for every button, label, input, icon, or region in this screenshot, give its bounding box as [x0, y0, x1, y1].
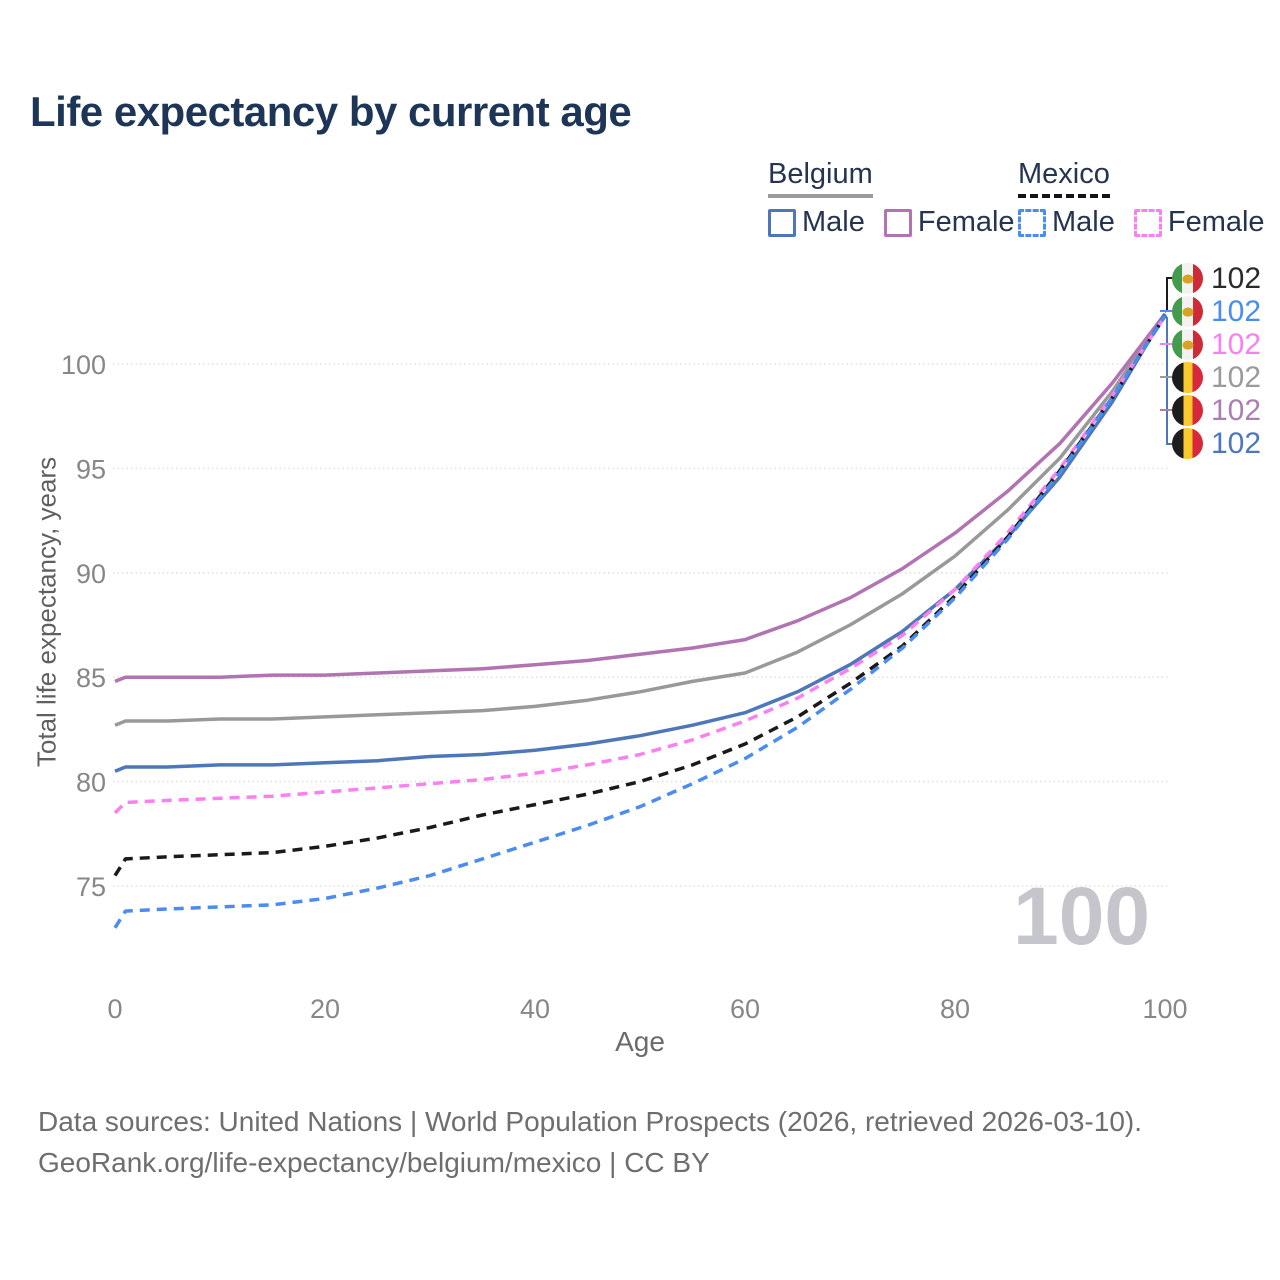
checkbox-belgium-male-icon[interactable] [768, 208, 796, 237]
footer-attribution: GeoRank.org/life-expectancy/belgium/mexi… [38, 1147, 710, 1178]
legend-label-belgium-female: Female [917, 206, 1015, 238]
belgium-flag-icon [1172, 395, 1203, 426]
x-axis-title: Age [615, 1026, 665, 1057]
checkbox-belgium-female-icon[interactable] [883, 208, 912, 237]
mexico-flag-icon [1172, 263, 1203, 294]
checkbox-mexico-female-icon[interactable] [1133, 208, 1162, 237]
end-label-value: 102 [1211, 295, 1262, 328]
x-tick-label: 40 [520, 994, 550, 1024]
belgium-flag-icon [1172, 362, 1203, 393]
x-tick-label: 80 [940, 994, 970, 1024]
legend-row-belgium: Male Female [768, 206, 1015, 239]
x-tick-label: 100 [1142, 994, 1187, 1024]
legend-item-belgium-female[interactable]: Female [883, 206, 1015, 239]
legend-header-mexico: Mexico [1018, 158, 1110, 198]
legend-label-belgium-male: Male [802, 206, 865, 238]
x-tick-label: 0 [107, 994, 122, 1024]
mexico-flag-icon [1172, 296, 1203, 327]
age-watermark: 100 [1013, 871, 1150, 962]
checkbox-mexico-male-icon[interactable] [1018, 208, 1046, 237]
legend-header-belgium: Belgium [768, 158, 873, 198]
line-belgium-total [114, 312, 1167, 727]
end-label-row: 102 [1172, 394, 1261, 427]
end-label-value: 102 [1211, 328, 1262, 361]
line-mexico-male [113, 315, 1167, 929]
page-title: Life expectancy by current age [30, 88, 632, 135]
end-label-value: 102 [1211, 427, 1262, 460]
line-mexico-total [113, 315, 1167, 877]
legend-row-mexico: Male Female [1018, 206, 1265, 239]
end-label-row: 102 [1172, 361, 1261, 394]
legend-label-mexico-male: Male [1052, 206, 1115, 238]
legend-group-belgium: Belgium Male Female [768, 158, 1015, 239]
legend-label-mexico-female: Female [1167, 206, 1265, 238]
callout-connector-belgium [1164, 314, 1174, 445]
line-mexico-female [113, 315, 1167, 815]
legend-item-mexico-female[interactable]: Female [1133, 206, 1265, 239]
end-label-row: 102 [1172, 262, 1261, 295]
line-belgium-female [114, 312, 1167, 684]
end-label-value: 102 [1211, 262, 1262, 295]
y-tick-label: 85 [76, 663, 106, 693]
belgium-flag-icon [1172, 428, 1203, 459]
legend-item-belgium-male[interactable]: Male [768, 206, 865, 239]
y-tick-label: 90 [76, 559, 106, 589]
end-label-row: 102 [1172, 427, 1261, 460]
end-label-row: 102 [1172, 295, 1261, 328]
end-label-value: 102 [1211, 361, 1262, 394]
legend-item-mexico-male[interactable]: Male [1018, 206, 1115, 239]
end-label-value: 102 [1211, 394, 1262, 427]
x-tick-label: 60 [730, 994, 760, 1024]
y-tick-label: 75 [76, 872, 106, 902]
y-axis-title: Total life expectancy, years [31, 456, 62, 768]
legend-group-mexico: Mexico Male Female [1018, 158, 1265, 239]
line-belgium-male [114, 313, 1167, 773]
footer-data-sources: Data sources: United Nations | World Pop… [38, 1106, 1143, 1137]
end-label-row: 102 [1172, 328, 1261, 361]
y-tick-label: 95 [76, 454, 106, 484]
y-tick-label: 100 [61, 350, 106, 380]
x-tick-label: 20 [310, 994, 340, 1024]
mexico-flag-icon [1172, 329, 1203, 360]
end-labels-column: 102 102 102 102 102 102 [1172, 262, 1261, 460]
y-tick-label: 80 [76, 768, 106, 798]
